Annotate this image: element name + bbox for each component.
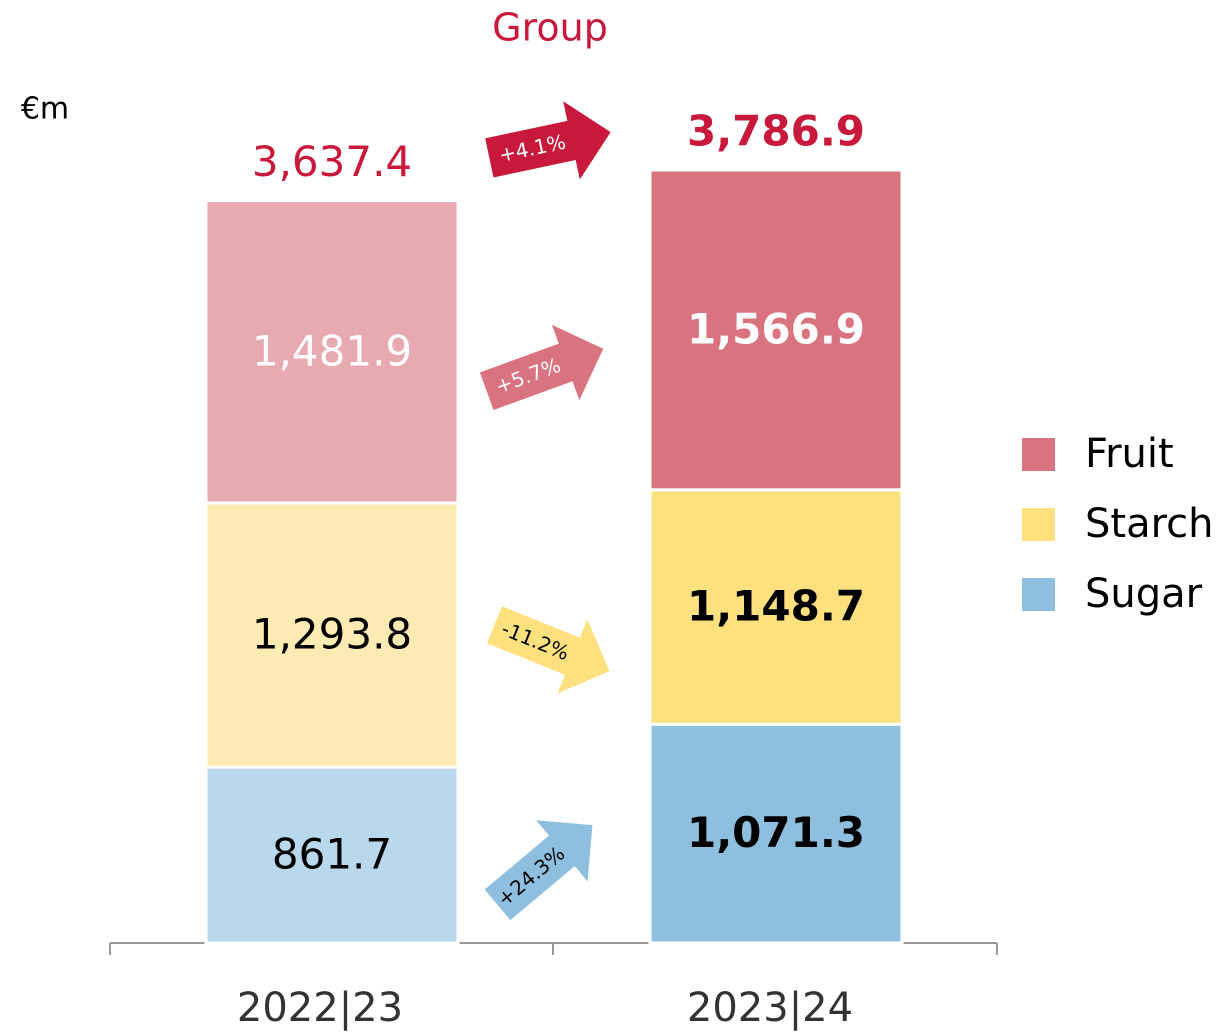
value-label: 1,148.7: [687, 582, 865, 631]
value-label: 861.7: [272, 830, 392, 879]
x-tick-label: 2023|24: [687, 985, 853, 1031]
bar-segment: [204, 765, 460, 945]
legend-swatch: [1022, 508, 1055, 541]
change-arrow: +4.1%: [485, 101, 611, 180]
arrow-shape: [484, 820, 593, 921]
legend-swatch: [1022, 438, 1055, 471]
bar-segment: [648, 722, 904, 945]
arrow-shape: [485, 101, 611, 180]
value-label: 1,566.9: [687, 304, 865, 353]
arrow-shape: [479, 324, 604, 410]
chart-title: Group: [492, 6, 608, 50]
bar-segment: [648, 168, 904, 492]
value-label: 1,071.3: [687, 808, 865, 857]
x-tick-label: 2022|23: [237, 985, 403, 1031]
legend-swatch: [1022, 578, 1055, 611]
arrow-shape: [487, 606, 610, 694]
legend-label: Starch: [1085, 501, 1214, 547]
total-label: 3,637.4: [252, 137, 412, 186]
change-arrow: -11.2%: [487, 606, 610, 694]
change-arrow: +5.7%: [479, 324, 604, 410]
change-arrow: +24.3%: [484, 820, 593, 921]
bar-segment: [648, 488, 904, 726]
total-label: 3,786.9: [687, 107, 865, 156]
legend-label: Sugar: [1085, 571, 1203, 617]
bar-segment: [204, 199, 460, 505]
x-axis: [109, 942, 998, 955]
value-label: 1,481.9: [252, 326, 412, 375]
bar-segment: [204, 501, 460, 769]
legend-label: Fruit: [1085, 431, 1174, 477]
value-label: 1,293.8: [252, 610, 412, 659]
unit-label: €m: [21, 92, 69, 127]
